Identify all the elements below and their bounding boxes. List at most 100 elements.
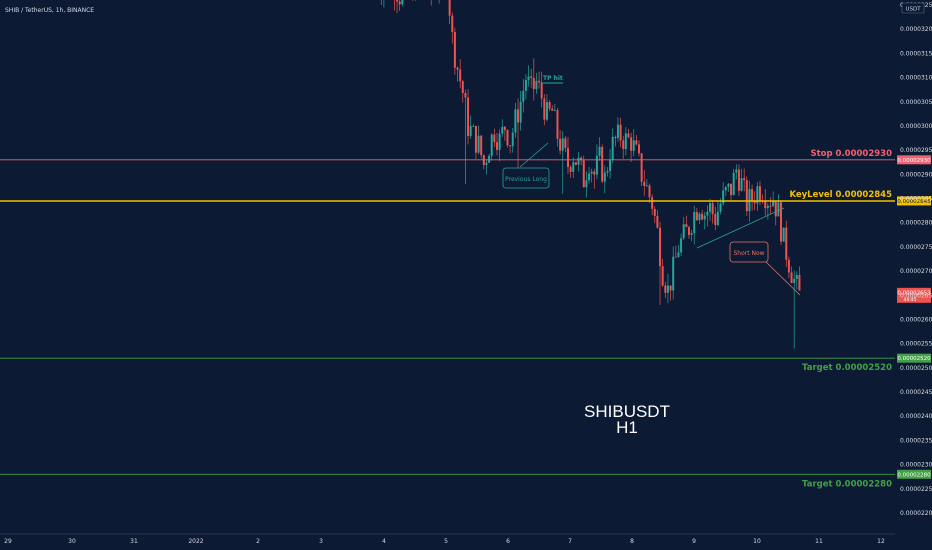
candle-body [553,110,556,111]
x-tick-label: 12 [877,538,885,545]
candle-body [456,67,459,70]
candle-body [461,81,464,93]
candle-body [524,80,527,91]
candle-body [664,285,667,293]
candle-body [551,108,554,111]
x-tick-label: 29 [4,538,12,545]
candle-body [677,252,680,257]
candle-body [711,203,714,215]
candle-body [566,147,569,168]
candle-body [714,214,717,225]
candle-body [724,187,727,191]
candle-body [593,171,596,175]
candle-body [632,140,635,151]
candle-body [588,173,591,181]
candle-body [453,31,456,68]
candle-body [595,155,598,175]
candle-body [598,146,601,156]
candle-body [766,205,769,209]
candle-body [753,201,756,204]
candle-body [614,136,617,138]
candle-body [627,133,630,138]
candle-body [569,167,572,172]
candle-body [687,227,690,235]
candle-body [795,274,798,279]
candle-body [495,142,498,150]
candle-body [743,178,746,181]
candle-body [448,0,451,16]
current-price-label: 0.00002653 [897,290,931,296]
price-axis[interactable] [895,0,932,550]
candle-body [582,160,585,188]
candle-body [698,213,701,221]
candle-body [472,126,475,127]
candle-body [751,189,754,202]
candle-body [703,215,706,220]
candle-body [651,197,654,209]
candle-body [656,215,659,228]
candle-body [519,101,522,123]
candle-body [401,0,404,5]
candle-body [548,102,551,109]
candle-body [585,180,588,188]
level-price-tag [897,353,931,363]
candle-body [735,169,738,173]
previous-long-callout[interactable] [502,167,550,189]
short-now-label: Short Now [733,250,764,257]
candle-body [467,97,470,136]
candle-body [509,145,512,147]
candles-group [380,0,801,349]
candle-body [682,224,685,239]
candle-body [469,126,472,136]
candle-body [716,211,719,225]
candle-body [756,186,759,204]
candle-body [603,172,606,182]
level-price-tag-label: 0.00002520 [897,356,931,362]
candle-body [616,124,619,138]
candle-body [396,0,399,2]
candle-body [764,200,767,209]
currency-badge-label: USDT [905,7,921,13]
candle-body [611,136,614,161]
level-price-tag-label: 0.00002930 [897,158,931,164]
candle-body [564,138,567,148]
tp-hit-label: TP hit [543,75,563,82]
candle-body [685,224,688,228]
candle-body [730,183,733,196]
x-tick-label: 11 [815,538,823,545]
candle-body [540,82,543,99]
x-tick-label: 5 [444,538,448,545]
candle-body [772,201,775,207]
candle-body [477,135,480,153]
candle-body [543,98,546,120]
currency-badge[interactable] [901,2,925,14]
candle-body [559,138,562,151]
watermark-symbol: SHIBUSDT [584,402,670,421]
candle-body [674,256,677,258]
trend-line[interactable] [696,207,785,249]
candle-body [737,169,740,191]
candle-body [532,77,535,89]
candle-body [648,185,651,198]
candle-body [732,172,735,196]
candle-body [545,102,548,120]
candle-body [640,153,643,182]
candle-body [643,181,646,187]
candle-body [787,259,790,273]
watermark-timeframe: H1 [616,418,638,437]
x-tick-label: 3 [319,538,323,545]
candle-body [488,155,491,163]
candle-body [645,185,648,187]
short-now-callout[interactable] [729,241,769,263]
candle-body [780,202,783,242]
candle-body [590,171,593,174]
